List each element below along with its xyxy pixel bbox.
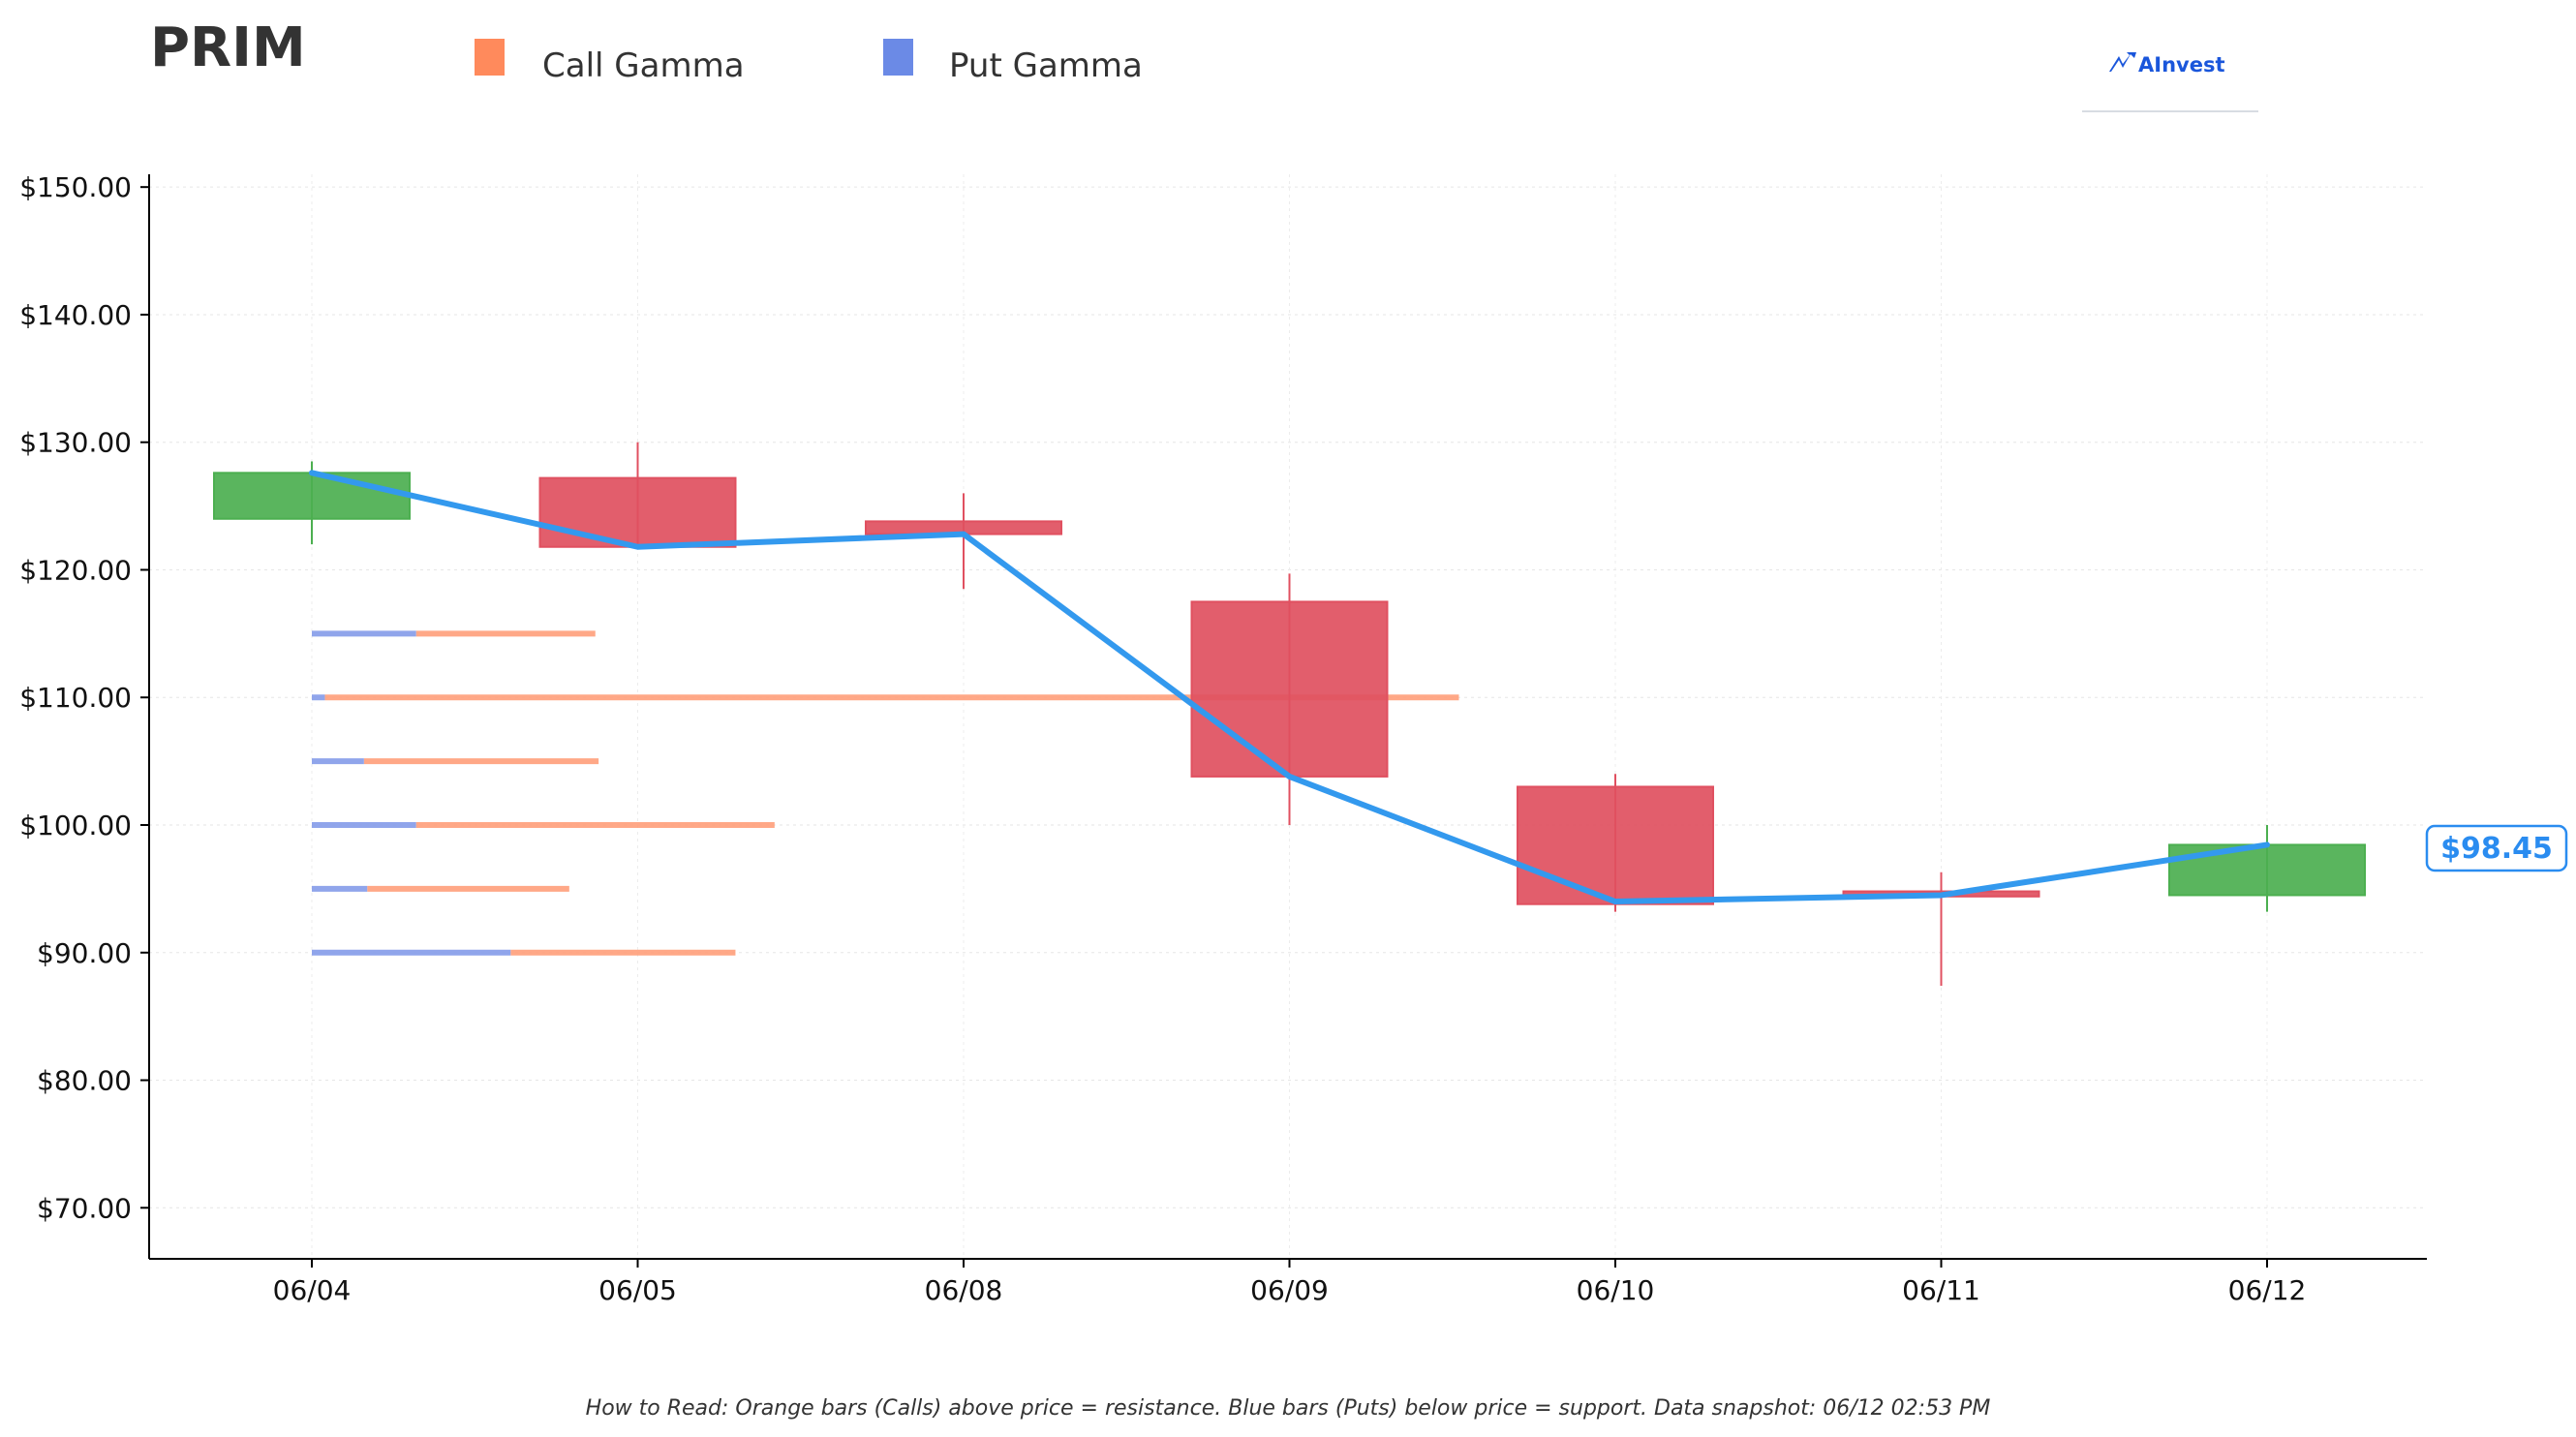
x-tick-label-1: 06/05 xyxy=(598,1274,677,1306)
footer-note: How to Read: Orange bars (Calls) above p… xyxy=(586,1396,1991,1421)
last-price-tag-box xyxy=(2425,824,2568,872)
price-line-group xyxy=(309,470,2270,905)
y-tick-label-0: $70.00 xyxy=(37,1192,132,1224)
axes: $70.00 $80.00 $90.00 $100.00 $110.00 $120.00 $… xyxy=(19,171,2427,1306)
x-tick-label-5: 06/11 xyxy=(1902,1274,1980,1306)
brand-name: AInvest xyxy=(2138,53,2225,76)
candles xyxy=(213,442,2366,987)
x-tick-label-4: 06/10 xyxy=(1577,1274,1655,1306)
brand-logo-icon xyxy=(2109,52,2136,72)
candle-body-06/12 xyxy=(2168,843,2366,897)
y-tick-label-2: $90.00 xyxy=(37,937,132,969)
x-tick-label-2: 06/08 xyxy=(925,1274,1003,1306)
legend-call-gamma-label: Call Gamma xyxy=(542,46,745,85)
y-tick-label-6: $130.00 xyxy=(19,427,132,459)
y-tick-label-5: $120.00 xyxy=(19,554,132,586)
candle-body-06/09 xyxy=(1190,600,1389,778)
ticker-title: PRIM xyxy=(150,16,306,79)
x-tick-label-0: 06/04 xyxy=(273,1274,352,1306)
call-gamma-swatch xyxy=(475,39,505,76)
last-price-tag-text: $98.45 xyxy=(2440,832,2553,866)
y-tick-label-1: $80.00 xyxy=(37,1065,132,1097)
y-tick-label-3: $100.00 xyxy=(19,810,132,841)
price-line xyxy=(309,470,2270,905)
y-tick-label-7: $140.00 xyxy=(19,299,132,331)
x-tick-label-6: 06/12 xyxy=(2228,1274,2307,1306)
brand-logo: AInvest xyxy=(2082,52,2258,112)
y-tick-label-4: $110.00 xyxy=(19,682,132,714)
last-price-tag: $98.45 xyxy=(2425,824,2568,872)
legend-put-gamma-label: Put Gamma xyxy=(949,46,1143,85)
legend: Call Gamma Put Gamma xyxy=(475,39,1143,85)
y-tick-label-8: $150.00 xyxy=(19,171,132,203)
x-tick-label-3: 06/09 xyxy=(1250,1274,1329,1306)
candle-body-06/05 xyxy=(538,476,737,548)
candle-body-06/04 xyxy=(213,472,411,520)
put-gamma-swatch xyxy=(883,39,913,76)
candle-body-06/10 xyxy=(1517,785,1714,905)
